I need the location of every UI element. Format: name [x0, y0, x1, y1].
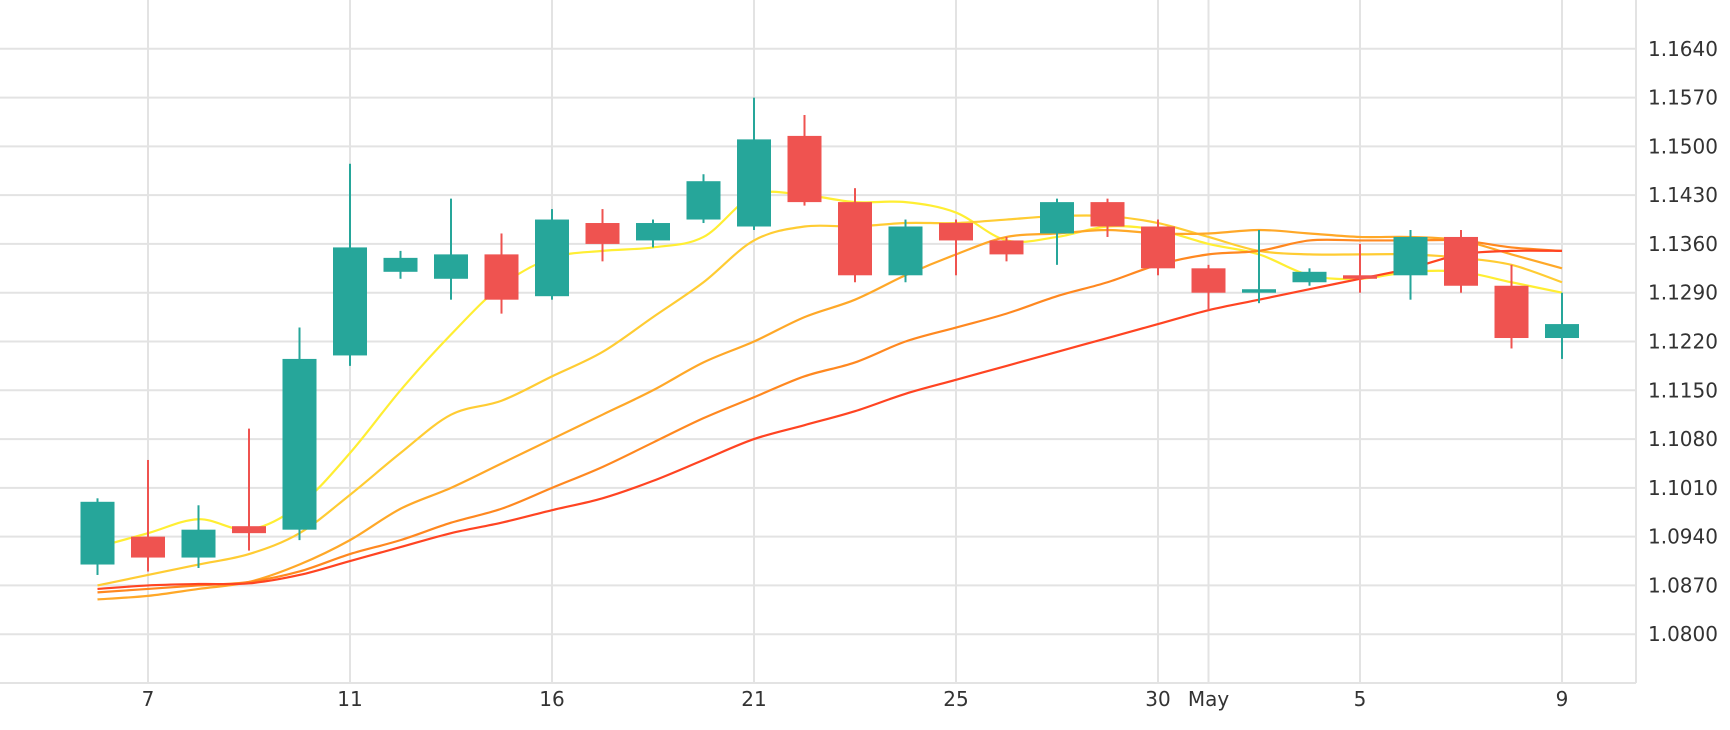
x-tick-label: May [1188, 687, 1230, 711]
candle [585, 209, 620, 262]
y-tick-label: 1.1150 [1648, 378, 1718, 402]
candle-body [1040, 202, 1074, 234]
candle-body [636, 223, 670, 241]
candle-body [131, 536, 165, 558]
candle [1343, 243, 1377, 293]
candle-body [282, 358, 317, 530]
candle [1545, 292, 1579, 359]
candle-body [838, 202, 872, 276]
candle-body [585, 223, 620, 244]
y-tick-label: 1.1080 [1648, 427, 1718, 451]
candle [737, 97, 771, 230]
candle [888, 219, 923, 283]
candle-body [1393, 236, 1428, 276]
candle [989, 236, 1024, 262]
candle-body [1292, 271, 1327, 283]
candle-body [1444, 236, 1478, 286]
candle [1191, 264, 1226, 311]
candle [636, 219, 670, 248]
candle-body [1141, 226, 1175, 269]
moving-average-line-2 [97, 214, 1563, 587]
y-tick-label: 1.1500 [1648, 134, 1718, 158]
candle [232, 428, 266, 551]
moving-average-line-3 [97, 228, 1563, 601]
candle-body [535, 219, 569, 297]
candle-body [1545, 324, 1579, 339]
y-axis: 1.0800 1.0870 1.0940 1.1010 1.1080 1.1150 1.12… [1648, 37, 1718, 646]
horizontal-gridlines [0, 47, 1636, 636]
candle [1444, 229, 1478, 293]
candle [434, 198, 468, 300]
moving-average-line-4 [97, 238, 1563, 594]
y-tick-label: 1.1290 [1648, 281, 1718, 305]
x-tick-label: 9 [1556, 687, 1569, 711]
candle [1090, 198, 1125, 237]
candle [838, 188, 872, 283]
x-tick-label: 25 [943, 687, 968, 711]
candle [383, 250, 418, 279]
x-tick-label: 21 [741, 687, 766, 711]
candle [1494, 264, 1529, 349]
y-tick-label: 1.1360 [1648, 232, 1718, 256]
x-tick-label: 16 [539, 687, 564, 711]
x-axis: 7 11 16 21 25 30 May 5 9 [142, 687, 1569, 711]
candle [333, 163, 367, 366]
candle [686, 174, 721, 224]
y-tick-label: 1.0800 [1648, 622, 1718, 646]
candle-body [232, 526, 266, 534]
candle-body [333, 247, 367, 356]
candle-body [1242, 289, 1276, 293]
y-tick-label: 1.0940 [1648, 525, 1718, 549]
candle [1393, 229, 1428, 300]
candle-body [1191, 268, 1226, 293]
candle-body [939, 223, 973, 241]
candle-body [989, 240, 1024, 255]
x-tick-label: 5 [1354, 687, 1367, 711]
candle-body [737, 139, 771, 227]
candle [282, 327, 317, 541]
candle [1141, 219, 1175, 276]
candle-body [686, 181, 721, 220]
candle-body [1494, 285, 1529, 339]
candles [80, 97, 1579, 575]
candle [1242, 229, 1276, 304]
candle [181, 505, 216, 569]
candle [484, 233, 519, 314]
candle [131, 459, 165, 572]
moving-average-lines [97, 190, 1563, 601]
x-tick-label: 11 [337, 687, 362, 711]
candle-body [888, 226, 923, 276]
y-tick-label: 1.0870 [1648, 573, 1718, 597]
candle-body [787, 135, 822, 203]
candle-body [434, 254, 468, 279]
candle [1292, 268, 1327, 286]
candle [535, 209, 569, 300]
candle [787, 114, 822, 206]
candle [939, 219, 973, 276]
candle-body [1090, 202, 1125, 227]
y-tick-label: 1.1430 [1648, 183, 1718, 207]
y-tick-label: 1.1570 [1648, 86, 1718, 110]
x-tick-label: 30 [1145, 687, 1170, 711]
y-tick-label: 1.1640 [1648, 37, 1718, 61]
candle-body [181, 529, 216, 558]
candle [80, 498, 115, 575]
candle-body [383, 257, 418, 272]
candle-body [484, 254, 519, 300]
candle [1040, 198, 1074, 265]
y-tick-label: 1.1220 [1648, 330, 1718, 354]
y-tick-label: 1.1010 [1648, 476, 1718, 500]
x-tick-label: 7 [142, 687, 155, 711]
candle-body [80, 501, 115, 565]
moving-average-line-5 [97, 249, 1563, 591]
candle-body [1343, 275, 1377, 279]
